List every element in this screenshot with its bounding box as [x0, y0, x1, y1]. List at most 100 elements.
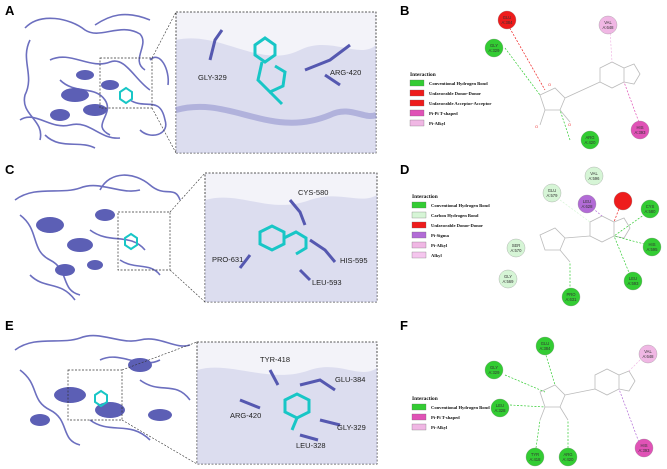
interaction-lines-f	[504, 351, 646, 456]
residue-name: CYS	[646, 204, 655, 209]
residue-circle	[484, 360, 504, 380]
legend-swatch	[409, 99, 425, 107]
residue-name: GLY	[490, 365, 498, 370]
protein-helices-e	[30, 358, 172, 426]
zoom-label-a-0: GLY-329	[198, 73, 227, 82]
ligand-overview-a	[119, 86, 133, 105]
residue-circle	[490, 398, 510, 418]
panel-letter-e: E	[5, 318, 14, 333]
legend-label: Unfavorable Acceptor-Acceptor	[429, 101, 491, 106]
zoom-view-a: GLY-329 ARG-420	[175, 11, 378, 154]
legend-swatch	[411, 221, 427, 229]
residue-circle	[580, 130, 600, 150]
residue-name: SER	[512, 243, 521, 248]
residue-circle	[640, 199, 660, 219]
residue-name: LEU	[583, 199, 591, 204]
svg-text:O: O	[548, 82, 551, 87]
residue-id: A:596	[589, 176, 601, 181]
residue-circle	[638, 344, 658, 364]
residue-id: A:329	[489, 370, 501, 375]
zoom-label-e-1: GLU-384	[335, 375, 365, 384]
residue-id: A:384	[540, 346, 552, 351]
legend-label: Pi-Pi T-shaped	[429, 111, 458, 116]
legend-label: Conventional Hydrogen Bond	[429, 81, 488, 86]
residue-name: HIS	[649, 242, 656, 247]
legend-swatch	[409, 119, 425, 127]
legend-label: Conventional Hydrogen Bond	[431, 405, 490, 410]
legend-swatch	[409, 109, 425, 117]
residue-id: A:420	[563, 457, 575, 462]
legend-label: Unfavorable Donor-Donor	[429, 91, 481, 96]
panel-b: Interaction Conventional Hydrogen Bond Un…	[409, 10, 650, 150]
residue-circle	[630, 120, 650, 140]
residue-circle	[535, 336, 555, 356]
ligand-overview-c	[124, 232, 138, 251]
residue-id: A:393	[635, 130, 647, 135]
residue-name: TYR	[531, 452, 539, 457]
residue-circle	[613, 191, 633, 211]
residue-circle	[598, 15, 618, 35]
legend-d: Interaction Conventional Hydrogen Bond Ca…	[411, 194, 490, 259]
legend-f: Interaction Conventional Hydrogen Bond Pi…	[411, 396, 490, 431]
residue-circle	[498, 269, 518, 289]
residue-id: A:418	[530, 457, 542, 462]
zoom-view-c: CYS-580 HIS-595 PRO-631 LEU-593	[204, 172, 378, 303]
zoom-label-e-4: LEU-328	[296, 441, 326, 450]
zoom-label-e-3: GLY-329	[337, 423, 366, 432]
svg-text:O: O	[568, 122, 571, 127]
residue-circle	[542, 183, 562, 203]
panel-letter-f: F	[400, 318, 408, 333]
legend-swatch	[411, 211, 427, 219]
interaction-lines-d	[559, 199, 649, 290]
legend-swatch	[411, 403, 427, 411]
zoom-label-e-0: TYR-418	[260, 355, 290, 364]
residue-circle	[642, 237, 662, 257]
residue-name: LEU	[629, 276, 637, 281]
residue-name: GLU	[541, 341, 550, 346]
residue-circle	[558, 447, 578, 467]
residue-circle	[577, 194, 597, 214]
residue-name: ARG	[585, 135, 594, 140]
residue-name: LEU	[496, 403, 504, 408]
legend-label: Alkyl	[431, 253, 442, 258]
legend-label: Unfavorable Donor-Donor	[431, 223, 483, 228]
protein-overview-a	[19, 13, 170, 149]
zoom-box-e	[67, 369, 123, 421]
residue-id: A:393	[639, 448, 651, 453]
zoom-label-c-1: HIS-595	[340, 256, 368, 265]
residue-name: GLY	[504, 274, 512, 279]
protein-helices-a	[50, 70, 119, 121]
ligand-diagram-b	[539, 61, 641, 126]
panel-f: Interaction Conventional Hydrogen Bond Pi…	[411, 336, 658, 467]
panel-c: CYS-580 HIS-595 PRO-631 LEU-593	[14, 172, 378, 303]
residue-name: PRO	[566, 292, 576, 297]
ligand-overview-e	[94, 389, 108, 408]
protein-helices-c	[36, 209, 115, 276]
legend-label: Pi-Alkyl	[429, 121, 446, 126]
zoom-label-e-2: ARG-420	[230, 411, 261, 420]
residue-id: A:648	[603, 25, 615, 30]
residue-circle	[484, 38, 504, 58]
panel-letter-b: B	[400, 3, 410, 18]
residue-name: HIS	[637, 125, 644, 130]
legend-swatch	[411, 201, 427, 209]
zoom-label-c-2: PRO-631	[212, 255, 243, 264]
legend-label: Conventional Hydrogen Bond	[431, 203, 490, 208]
legend-swatch	[411, 423, 427, 431]
legend-label: Carbon Hydrogen Bond	[431, 213, 479, 218]
panel-d: Interaction Conventional Hydrogen Bond Ca…	[411, 166, 662, 307]
panel-e: TYR-418 GLU-384 ARG-420 GLY-329 LEU-328	[14, 334, 378, 465]
panel-a: GLY-329 ARG-420	[19, 11, 378, 154]
